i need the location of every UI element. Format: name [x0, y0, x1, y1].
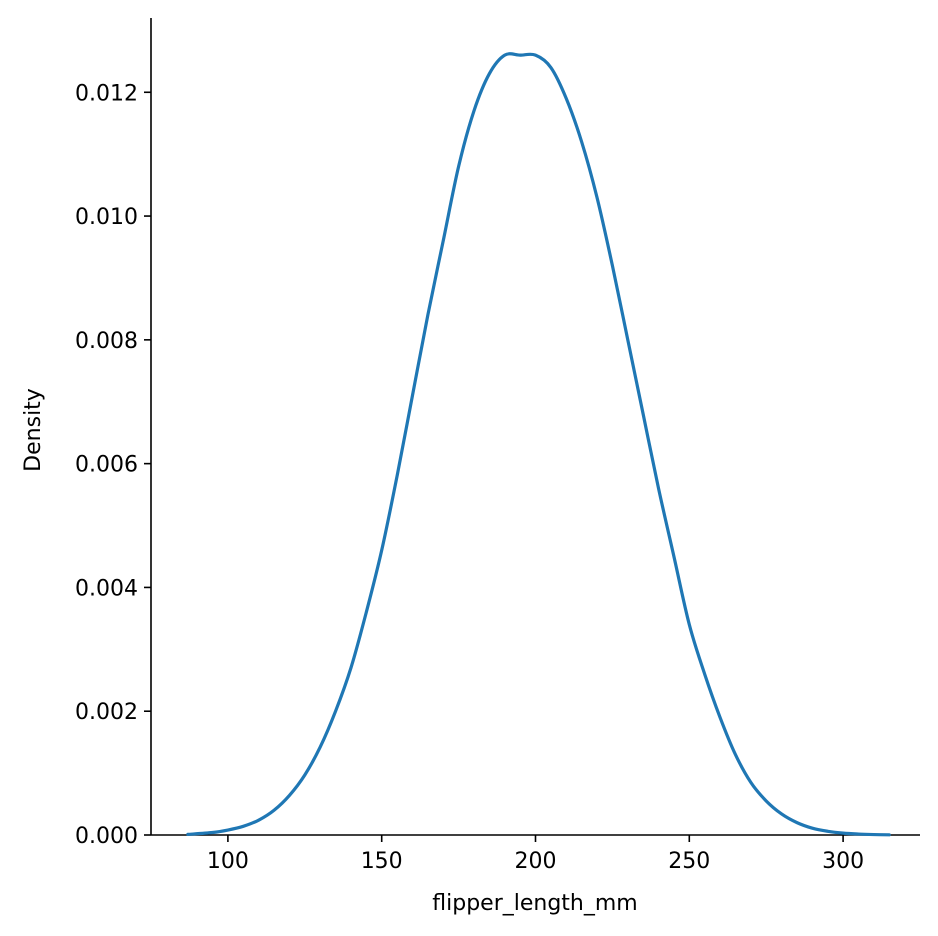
y-tick-label: 0.002 — [75, 700, 138, 725]
kde-density-line — [186, 52, 891, 837]
x-tick-label: 200 — [515, 849, 557, 874]
x-tick-label: 150 — [361, 849, 403, 874]
x-axis-label: flipper_length_mm — [432, 891, 637, 916]
y-tick-label: 0.008 — [75, 329, 138, 354]
plot-area — [186, 52, 891, 837]
y-axis-label: Density — [21, 388, 46, 472]
x-tick-label: 300 — [822, 849, 864, 874]
y-tick-label: 0.006 — [75, 453, 138, 478]
y-tick-label: 0.004 — [75, 576, 138, 601]
x-tick-label: 250 — [668, 849, 710, 874]
y-tick-label: 0.000 — [75, 824, 138, 849]
y-tick-label: 0.010 — [75, 205, 138, 230]
y-tick-label: 0.012 — [75, 81, 138, 106]
axes: 100 150 200 250 300 0.000 0.002 0.004 0.006 0.008… — [75, 18, 920, 874]
x-tick-label: 100 — [207, 849, 249, 874]
